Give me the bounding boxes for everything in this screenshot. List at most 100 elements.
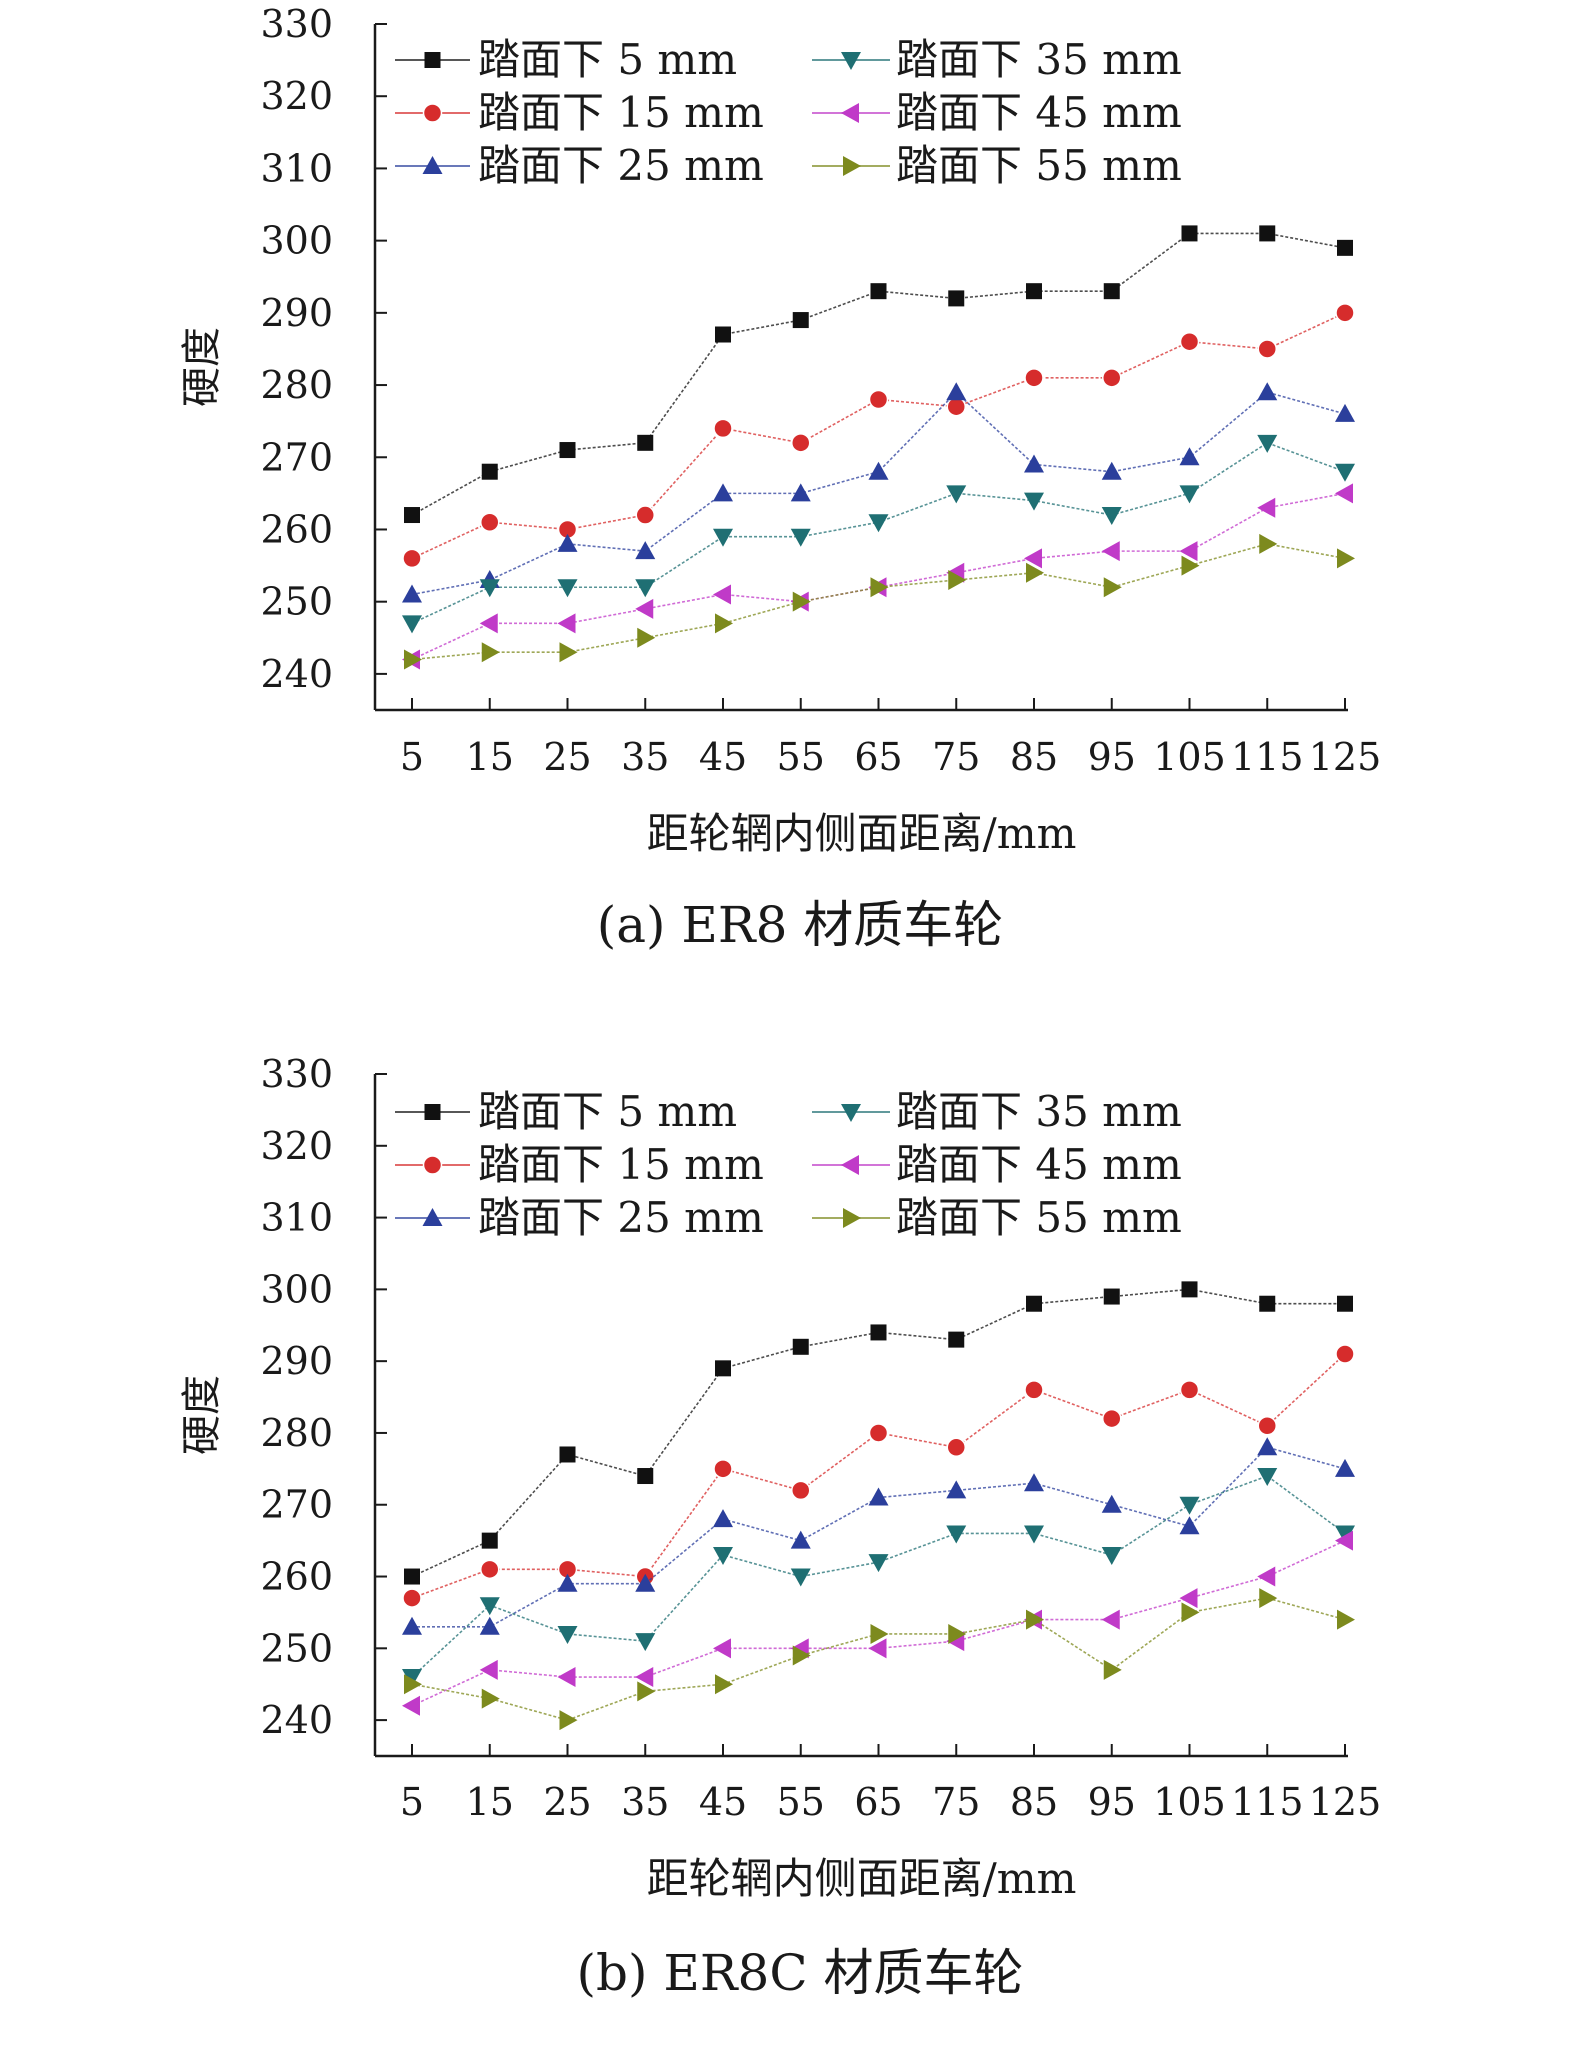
data-point	[868, 461, 889, 480]
data-point	[790, 1530, 811, 1549]
legend-entry: 踏面下 55 mm	[812, 1193, 1182, 1242]
legend-label: 踏面下 45 mm	[896, 88, 1182, 137]
chart-caption: (b) ER8C 材质车轮	[576, 1944, 1023, 2002]
y-tick-label: 330	[260, 2, 333, 46]
data-point	[402, 615, 422, 634]
data-point	[1257, 382, 1278, 401]
legend-entry: 踏面下 5 mm	[395, 1087, 737, 1136]
data-point	[946, 382, 967, 401]
data-point	[637, 627, 656, 648]
legend-marker	[422, 1208, 443, 1226]
data-point	[1024, 548, 1042, 569]
x-tick-label: 55	[777, 735, 825, 779]
data-point	[1024, 1525, 1044, 1544]
data-point	[481, 642, 500, 663]
x-tick-label: 65	[854, 735, 902, 779]
y-tick-label: 240	[260, 1698, 333, 1742]
data-point	[1259, 1295, 1276, 1312]
y-tick-label: 330	[260, 1052, 333, 1096]
data-point	[1335, 1525, 1355, 1544]
data-point	[404, 507, 420, 524]
x-tick-label: 15	[466, 1780, 514, 1824]
x-tick-label: 85	[1010, 1780, 1058, 1824]
data-point	[559, 1710, 578, 1731]
data-point	[1179, 331, 1200, 352]
y-tick-label: 300	[260, 1267, 333, 1311]
data-point	[790, 1568, 811, 1587]
series-2	[402, 1344, 1355, 1608]
data-point	[868, 1638, 887, 1659]
y-tick-label: 240	[260, 652, 333, 696]
data-point	[557, 1667, 576, 1688]
series-1	[404, 1281, 1353, 1585]
data-point	[1257, 497, 1276, 518]
legend-marker	[841, 52, 861, 70]
data-point	[1257, 1566, 1276, 1587]
data-point	[870, 1324, 887, 1341]
legend-entry: 踏面下 45 mm	[812, 88, 1182, 137]
data-point	[870, 1623, 889, 1644]
data-point	[870, 283, 887, 300]
legend-entry: 踏面下 35 mm	[812, 1087, 1182, 1136]
data-point	[479, 1659, 498, 1680]
legend-entry: 踏面下 15 mm	[395, 1140, 764, 1189]
series-4	[402, 1468, 1355, 1688]
data-point	[790, 528, 811, 547]
y-tick-label: 280	[260, 1411, 333, 1455]
y-tick-label: 280	[260, 363, 333, 407]
legend-entry: 踏面下 45 mm	[812, 1140, 1182, 1189]
x-tick-label: 125	[1309, 735, 1382, 779]
data-point	[559, 442, 576, 459]
x-tick-label: 85	[1010, 735, 1058, 779]
data-point	[402, 1616, 422, 1635]
data-point	[637, 1681, 656, 1702]
data-point	[946, 485, 967, 504]
data-point	[1024, 368, 1044, 388]
series-line	[411, 391, 1346, 596]
y-tick-label: 310	[260, 146, 333, 190]
y-axis-label: 硬度	[179, 1375, 225, 1455]
y-tick-label: 310	[260, 1196, 333, 1240]
data-point	[1257, 434, 1278, 453]
data-point	[792, 1338, 809, 1355]
data-point	[402, 584, 422, 603]
data-point	[1101, 541, 1120, 562]
series-6	[404, 533, 1355, 670]
data-point	[480, 1559, 500, 1580]
data-point	[1026, 283, 1042, 300]
data-point	[635, 1667, 654, 1688]
data-point	[1335, 483, 1353, 504]
data-point	[1181, 1602, 1200, 1623]
data-point	[790, 483, 811, 502]
data-point	[559, 642, 578, 663]
data-point	[715, 1674, 733, 1695]
x-tick-label: 75	[932, 735, 980, 779]
data-point	[713, 483, 733, 502]
x-axis-label: 距轮辋内侧面距离/mm	[647, 1854, 1077, 1903]
data-point	[868, 1487, 889, 1506]
data-point	[635, 1573, 656, 1592]
data-point	[1337, 1295, 1353, 1312]
data-point	[1024, 454, 1044, 473]
series-4	[402, 434, 1355, 634]
data-point	[1335, 463, 1355, 482]
legend-entry: 踏面下 35 mm	[812, 35, 1182, 84]
data-point	[870, 577, 889, 598]
data-point	[479, 1597, 500, 1616]
data-point	[948, 290, 965, 307]
data-point	[1103, 1288, 1120, 1305]
data-point	[715, 613, 733, 634]
legend-entry: 踏面下 25 mm	[395, 1193, 764, 1242]
data-point	[713, 528, 733, 547]
data-point	[946, 396, 966, 417]
data-point	[1101, 507, 1122, 526]
series-5	[402, 1530, 1353, 1716]
series-1	[404, 225, 1353, 524]
data-point	[1179, 541, 1198, 562]
data-point	[404, 1674, 422, 1695]
data-point	[1179, 1380, 1200, 1400]
series-2	[402, 303, 1355, 569]
data-point	[1102, 1408, 1122, 1429]
data-point	[402, 1588, 422, 1608]
y-tick-label: 260	[260, 1555, 333, 1599]
